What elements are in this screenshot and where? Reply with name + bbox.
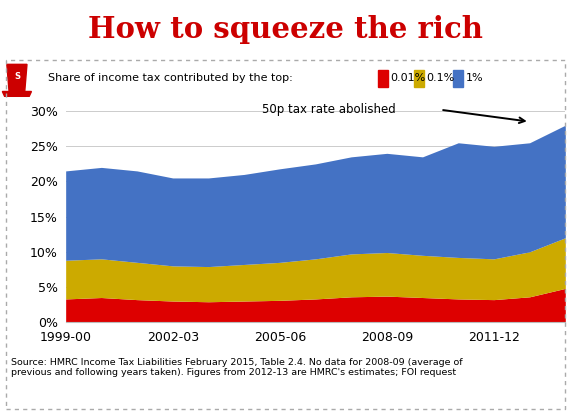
Text: Share of income tax contributed by the top:: Share of income tax contributed by the t…: [47, 73, 292, 83]
Text: 0.01%: 0.01%: [390, 73, 425, 83]
Bar: [453, 70, 464, 87]
Text: S: S: [14, 72, 20, 81]
Polygon shape: [7, 64, 27, 92]
Bar: [414, 70, 424, 87]
Text: How to squeeze the rich: How to squeeze the rich: [88, 15, 483, 45]
Text: 50p tax rate abolished: 50p tax rate abolished: [262, 103, 396, 116]
Text: Source: HMRC Income Tax Liabilities February 2015, Table 2.4. No data for 2008-0: Source: HMRC Income Tax Liabilities Febr…: [11, 358, 463, 377]
Text: 0.1%: 0.1%: [427, 73, 455, 83]
Bar: [378, 70, 388, 87]
Polygon shape: [2, 92, 31, 96]
Text: 1%: 1%: [466, 73, 483, 83]
